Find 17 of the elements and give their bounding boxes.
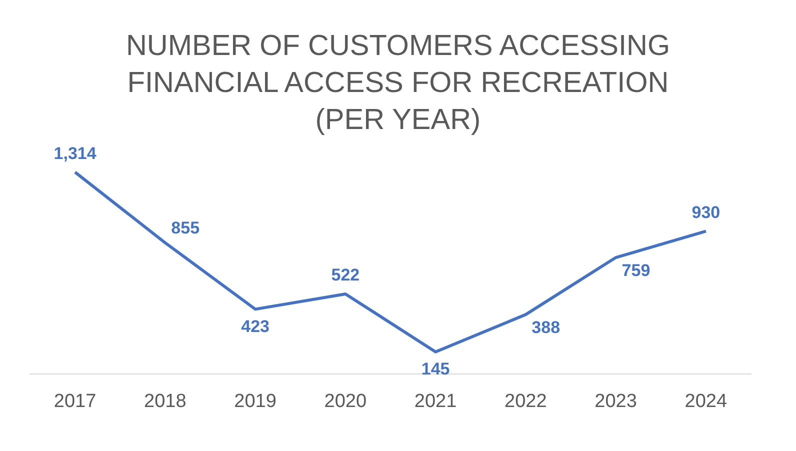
data-label: 388 [532, 318, 560, 338]
x-tick-label: 2022 [504, 390, 547, 412]
x-tick-label: 2018 [144, 390, 186, 412]
x-tick-label: 2017 [54, 390, 96, 412]
data-label: 930 [692, 202, 720, 222]
data-label: 145 [421, 360, 450, 379]
chart-title: NUMBER OF CUSTOMERS ACCESSING FINANCIAL ACCESS FOR RECREATION (PER YEAR) [124, 29, 672, 138]
data-label: 423 [241, 316, 270, 336]
x-tick-label: 2024 [684, 390, 728, 412]
x-tick-label: 2020 [324, 390, 367, 412]
x-tick-label: 2021 [414, 390, 457, 412]
data-label: 759 [622, 261, 650, 280]
data-label: 1,314 [54, 144, 97, 163]
data-label: 522 [331, 266, 360, 285]
x-tick-label: 2023 [594, 390, 637, 412]
x-tick-label: 2019 [234, 390, 276, 412]
data-label: 855 [171, 218, 200, 238]
